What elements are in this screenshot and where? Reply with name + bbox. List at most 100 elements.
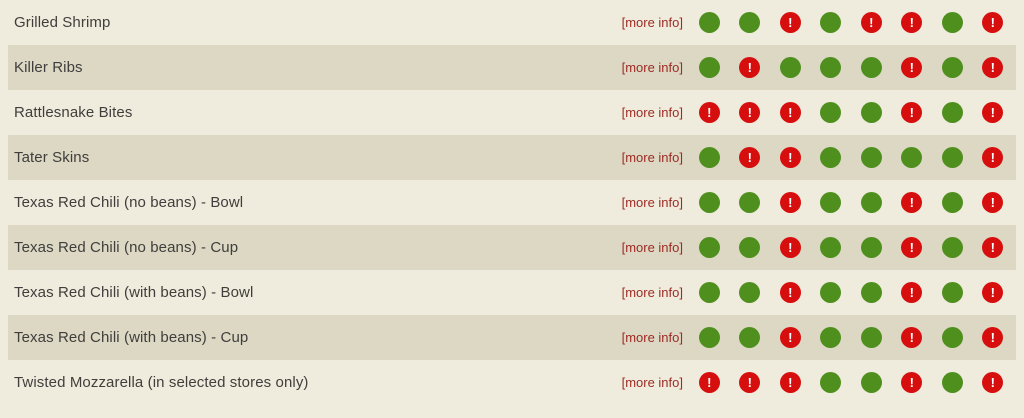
allergen-alert-dot: ! bbox=[982, 57, 1004, 78]
dot-cell bbox=[932, 237, 973, 258]
more-info-link[interactable]: [more info] bbox=[621, 15, 683, 30]
more-info-link[interactable]: [more info] bbox=[621, 330, 683, 345]
allergen-alert-dot: ! bbox=[739, 57, 761, 78]
dot-cell: ! bbox=[770, 147, 811, 168]
dot-cell: ! bbox=[770, 282, 811, 303]
allergen-alert-dot: ! bbox=[982, 12, 1004, 33]
allergen-ok-dot bbox=[739, 282, 761, 303]
allergen-ok-dot bbox=[779, 57, 801, 78]
allergen-ok-dot bbox=[820, 327, 842, 348]
allergen-ok-dot bbox=[698, 282, 720, 303]
dot-cell bbox=[932, 12, 973, 33]
allergen-ok-dot bbox=[820, 372, 842, 393]
allergen-ok-dot bbox=[698, 192, 720, 213]
allergen-alert-dot: ! bbox=[982, 192, 1004, 213]
allergen-ok-dot bbox=[698, 12, 720, 33]
dot-cell: ! bbox=[973, 237, 1014, 258]
more-info-link[interactable]: [more info] bbox=[621, 195, 683, 210]
allergen-ok-dot bbox=[739, 327, 761, 348]
allergen-alert-dot: ! bbox=[698, 372, 720, 393]
allergen-alert-dot: ! bbox=[779, 372, 801, 393]
allergen-ok-dot bbox=[698, 147, 720, 168]
allergen-ok-dot bbox=[860, 102, 882, 123]
dot-cell: ! bbox=[892, 282, 933, 303]
allergen-ok-dot bbox=[941, 147, 963, 168]
allergen-dots: !!! bbox=[689, 237, 1013, 258]
menu-item-name: Twisted Mozzarella (in selected stores o… bbox=[14, 374, 309, 391]
dot-cell bbox=[932, 282, 973, 303]
allergen-alert-dot: ! bbox=[860, 12, 882, 33]
dot-cell bbox=[811, 102, 852, 123]
dot-cell: ! bbox=[730, 102, 771, 123]
dot-cell: ! bbox=[973, 282, 1014, 303]
allergen-alert-dot: ! bbox=[982, 102, 1004, 123]
menu-row: Grilled Shrimp [more info] !!!! bbox=[0, 0, 1024, 45]
allergen-alert-dot: ! bbox=[901, 192, 923, 213]
allergen-alert-dot: ! bbox=[779, 102, 801, 123]
dot-cell: ! bbox=[851, 12, 892, 33]
dot-cell bbox=[730, 192, 771, 213]
more-info-link[interactable]: [more info] bbox=[621, 105, 683, 120]
dot-cell: ! bbox=[770, 12, 811, 33]
dot-cell bbox=[811, 192, 852, 213]
dot-cell bbox=[851, 147, 892, 168]
allergen-ok-dot bbox=[860, 57, 882, 78]
more-info-link[interactable]: [more info] bbox=[621, 375, 683, 390]
dot-cell bbox=[689, 147, 730, 168]
dot-cell bbox=[932, 327, 973, 348]
dot-cell: ! bbox=[730, 372, 771, 393]
more-info-link[interactable]: [more info] bbox=[621, 150, 683, 165]
allergen-alert-dot: ! bbox=[779, 147, 801, 168]
dot-cell bbox=[811, 57, 852, 78]
dot-cell bbox=[730, 282, 771, 303]
allergen-ok-dot bbox=[820, 57, 842, 78]
dot-cell: ! bbox=[730, 57, 771, 78]
allergen-alert-dot: ! bbox=[901, 282, 923, 303]
menu-allergen-table: Grilled Shrimp [more info] !!!! Killer R… bbox=[0, 0, 1024, 393]
allergen-alert-dot: ! bbox=[982, 327, 1004, 348]
allergen-ok-dot bbox=[941, 327, 963, 348]
menu-item-name: Tater Skins bbox=[14, 149, 90, 166]
allergen-alert-dot: ! bbox=[982, 282, 1004, 303]
dot-cell bbox=[770, 57, 811, 78]
menu-row: Texas Red Chili (with beans) - Cup [more… bbox=[0, 315, 1024, 360]
dot-cell bbox=[892, 147, 933, 168]
dot-cell bbox=[811, 237, 852, 258]
allergen-alert-dot: ! bbox=[901, 102, 923, 123]
allergen-alert-dot: ! bbox=[901, 372, 923, 393]
dot-cell bbox=[730, 237, 771, 258]
dot-cell: ! bbox=[973, 327, 1014, 348]
allergen-ok-dot bbox=[860, 192, 882, 213]
allergen-dots: !!! bbox=[689, 282, 1013, 303]
dot-cell bbox=[932, 57, 973, 78]
allergen-alert-dot: ! bbox=[901, 12, 923, 33]
menu-row: Rattlesnake Bites [more info] !!!!! bbox=[0, 90, 1024, 135]
dot-cell bbox=[932, 102, 973, 123]
dot-cell bbox=[851, 192, 892, 213]
dot-cell: ! bbox=[973, 102, 1014, 123]
dot-cell: ! bbox=[770, 327, 811, 348]
menu-item-name: Texas Red Chili (with beans) - Bowl bbox=[14, 284, 254, 301]
allergen-alert-dot: ! bbox=[982, 237, 1004, 258]
allergen-ok-dot bbox=[820, 147, 842, 168]
dot-cell bbox=[932, 192, 973, 213]
dot-cell: ! bbox=[770, 102, 811, 123]
allergen-ok-dot bbox=[860, 147, 882, 168]
allergen-alert-dot: ! bbox=[901, 237, 923, 258]
allergen-ok-dot bbox=[941, 192, 963, 213]
dot-cell bbox=[689, 12, 730, 33]
dot-cell bbox=[932, 372, 973, 393]
allergen-ok-dot bbox=[941, 282, 963, 303]
allergen-alert-dot: ! bbox=[982, 372, 1004, 393]
more-info-link[interactable]: [more info] bbox=[621, 60, 683, 75]
dot-cell bbox=[932, 147, 973, 168]
allergen-alert-dot: ! bbox=[901, 327, 923, 348]
menu-item-name: Texas Red Chili (with beans) - Cup bbox=[14, 329, 249, 346]
dot-cell bbox=[730, 12, 771, 33]
dot-cell: ! bbox=[892, 237, 933, 258]
more-info-link[interactable]: [more info] bbox=[621, 285, 683, 300]
dot-cell: ! bbox=[892, 372, 933, 393]
allergen-alert-dot: ! bbox=[779, 12, 801, 33]
more-info-link[interactable]: [more info] bbox=[621, 240, 683, 255]
dot-cell: ! bbox=[973, 147, 1014, 168]
